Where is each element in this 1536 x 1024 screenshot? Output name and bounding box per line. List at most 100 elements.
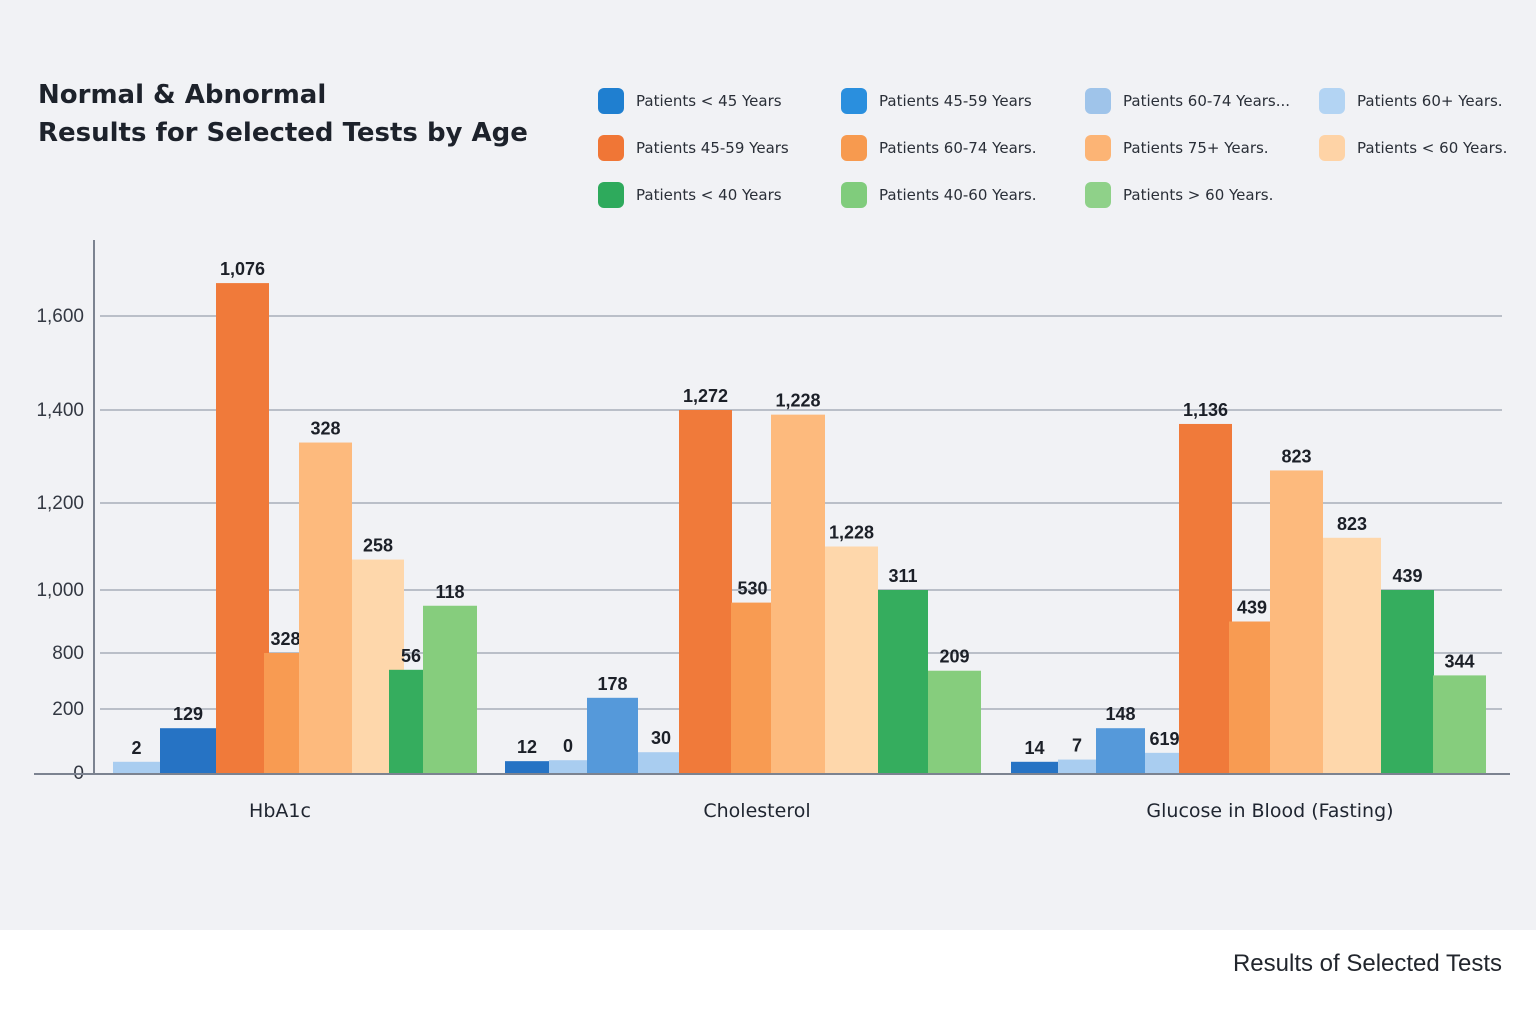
legend-swatch bbox=[1319, 135, 1345, 161]
legend-label: Patients 60-74 Years... bbox=[1123, 92, 1291, 110]
bar bbox=[771, 414, 825, 773]
legend-item: Patients < 45 Years bbox=[598, 86, 841, 116]
bar-value-label: 1,228 bbox=[829, 523, 874, 543]
bar-value-label: 328 bbox=[310, 419, 340, 439]
chart-legend: Patients < 45 Years Patients 45-59 Years P… bbox=[598, 86, 1528, 227]
bar-value-label: 2 bbox=[131, 738, 141, 758]
legend-item: Patients 75+ Years. bbox=[1085, 133, 1319, 163]
bar bbox=[679, 410, 732, 773]
bar bbox=[113, 761, 160, 773]
y-tick-label: 1,200 bbox=[36, 493, 84, 514]
legend-swatch bbox=[841, 88, 867, 114]
legend-label: Patients 75+ Years. bbox=[1123, 139, 1269, 157]
legend-swatch bbox=[598, 88, 624, 114]
legend-swatch bbox=[598, 182, 624, 208]
bar bbox=[505, 761, 549, 773]
bar-value-label: 129 bbox=[173, 704, 203, 724]
bar-value-label: 1,076 bbox=[220, 259, 265, 279]
bar bbox=[731, 602, 774, 773]
legend-label: Patients < 45 Years bbox=[636, 92, 782, 110]
bar-value-label: 1,272 bbox=[683, 386, 728, 406]
legend-label: Patients 45-59 Years bbox=[636, 139, 789, 157]
legend-item: Patients > 60 Years. bbox=[1085, 180, 1319, 210]
bar-value-label: 14 bbox=[1024, 738, 1044, 758]
legend-item: Patients 60+ Years. bbox=[1319, 86, 1528, 116]
bar bbox=[587, 697, 638, 773]
bar bbox=[160, 728, 216, 773]
bar-chart: 0 200 800 1,000 1,200 1,400 1,600 2 129 1,076 328 3… bbox=[34, 240, 1510, 822]
bar-value-label: 56 bbox=[401, 646, 421, 666]
legend-label: Patients 45-59 Years bbox=[879, 92, 1032, 110]
bar-value-label: 530 bbox=[737, 579, 767, 599]
y-tick-label: 1,000 bbox=[36, 580, 84, 601]
bar bbox=[825, 546, 878, 773]
bar-value-label: 823 bbox=[1281, 446, 1311, 466]
legend-swatch bbox=[1085, 88, 1111, 114]
bar-value-label: 439 bbox=[1392, 566, 1422, 586]
legend-item: Patients 60-74 Years... bbox=[1085, 86, 1319, 116]
legend-item: Patients 40-60 Years. bbox=[841, 180, 1085, 210]
legend-item: Patients 60-74 Years. bbox=[841, 133, 1085, 163]
bar bbox=[1011, 761, 1058, 773]
y-tick-label: 1,600 bbox=[36, 306, 84, 327]
bar-value-label: 328 bbox=[270, 629, 300, 649]
footer-caption: Results of Selected Tests bbox=[1232, 950, 1502, 977]
bar bbox=[638, 752, 684, 773]
legend-swatch bbox=[1085, 135, 1111, 161]
bar bbox=[1058, 759, 1096, 773]
legend-swatch bbox=[1085, 182, 1111, 208]
bar-value-label: 439 bbox=[1237, 598, 1267, 618]
bar-value-label: 7 bbox=[1072, 736, 1082, 756]
bar-value-label: 311 bbox=[888, 566, 917, 586]
bar-value-label: 12 bbox=[517, 737, 537, 757]
bar bbox=[1145, 752, 1184, 773]
category-label: Cholesterol bbox=[703, 800, 810, 822]
legend-label: Patients 60+ Years. bbox=[1357, 92, 1503, 110]
bar bbox=[1179, 423, 1232, 773]
y-tick-label: 1,400 bbox=[36, 400, 84, 421]
chart-title-line-2: Results for Selected Tests by Age bbox=[38, 118, 528, 148]
bar-value-label: 619 bbox=[1149, 729, 1179, 749]
category-label: HbA1c bbox=[249, 800, 311, 822]
legend-swatch bbox=[841, 135, 867, 161]
legend-label: Patients 40-60 Years. bbox=[879, 186, 1037, 204]
chart-title: Normal & Abnormal Results for Selected T… bbox=[38, 76, 558, 152]
bar-value-label: 1,136 bbox=[1183, 400, 1228, 420]
bar-value-label: 118 bbox=[435, 582, 464, 602]
bar bbox=[1433, 675, 1486, 773]
bar bbox=[1323, 537, 1381, 773]
bar bbox=[928, 670, 981, 773]
bar-value-label: 258 bbox=[363, 536, 393, 556]
bar bbox=[878, 590, 928, 773]
bar-value-label: 0 bbox=[563, 736, 573, 756]
bar bbox=[1096, 728, 1145, 773]
bar-value-label: 209 bbox=[939, 647, 969, 667]
bar-value-label: 178 bbox=[597, 674, 627, 694]
legend-label: Patients > 60 Years. bbox=[1123, 186, 1274, 204]
bar-value-label: 30 bbox=[651, 728, 671, 748]
bar bbox=[1229, 621, 1275, 773]
bar bbox=[1381, 590, 1434, 773]
bar bbox=[423, 605, 477, 773]
chart-title-line-1: Normal & Abnormal bbox=[38, 80, 327, 110]
legend-swatch bbox=[1319, 88, 1345, 114]
legend-item: Patients < 60 Years. bbox=[1319, 133, 1528, 163]
category-label: Glucose in Blood (Fasting) bbox=[1146, 800, 1393, 822]
legend-item: Patients < 40 Years bbox=[598, 180, 841, 210]
bar bbox=[549, 760, 587, 773]
legend-swatch bbox=[841, 182, 867, 208]
bar-value-label: 344 bbox=[1444, 651, 1474, 671]
legend-swatch bbox=[598, 135, 624, 161]
legend-label: Patients < 40 Years bbox=[636, 186, 782, 204]
bar bbox=[299, 442, 352, 773]
bar-value-label: 823 bbox=[1337, 514, 1367, 534]
legend-label: Patients 60-74 Years. bbox=[879, 139, 1037, 157]
y-tick-label: 200 bbox=[52, 699, 84, 720]
y-tick-label: 800 bbox=[52, 643, 84, 664]
bar bbox=[1270, 470, 1323, 773]
legend-item: Patients 45-59 Years bbox=[598, 133, 841, 163]
bar-value-label: 1,228 bbox=[775, 391, 820, 411]
legend-label: Patients < 60 Years. bbox=[1357, 139, 1508, 157]
legend-item: Patients 45-59 Years bbox=[841, 86, 1085, 116]
bar-value-label: 148 bbox=[1105, 704, 1135, 724]
